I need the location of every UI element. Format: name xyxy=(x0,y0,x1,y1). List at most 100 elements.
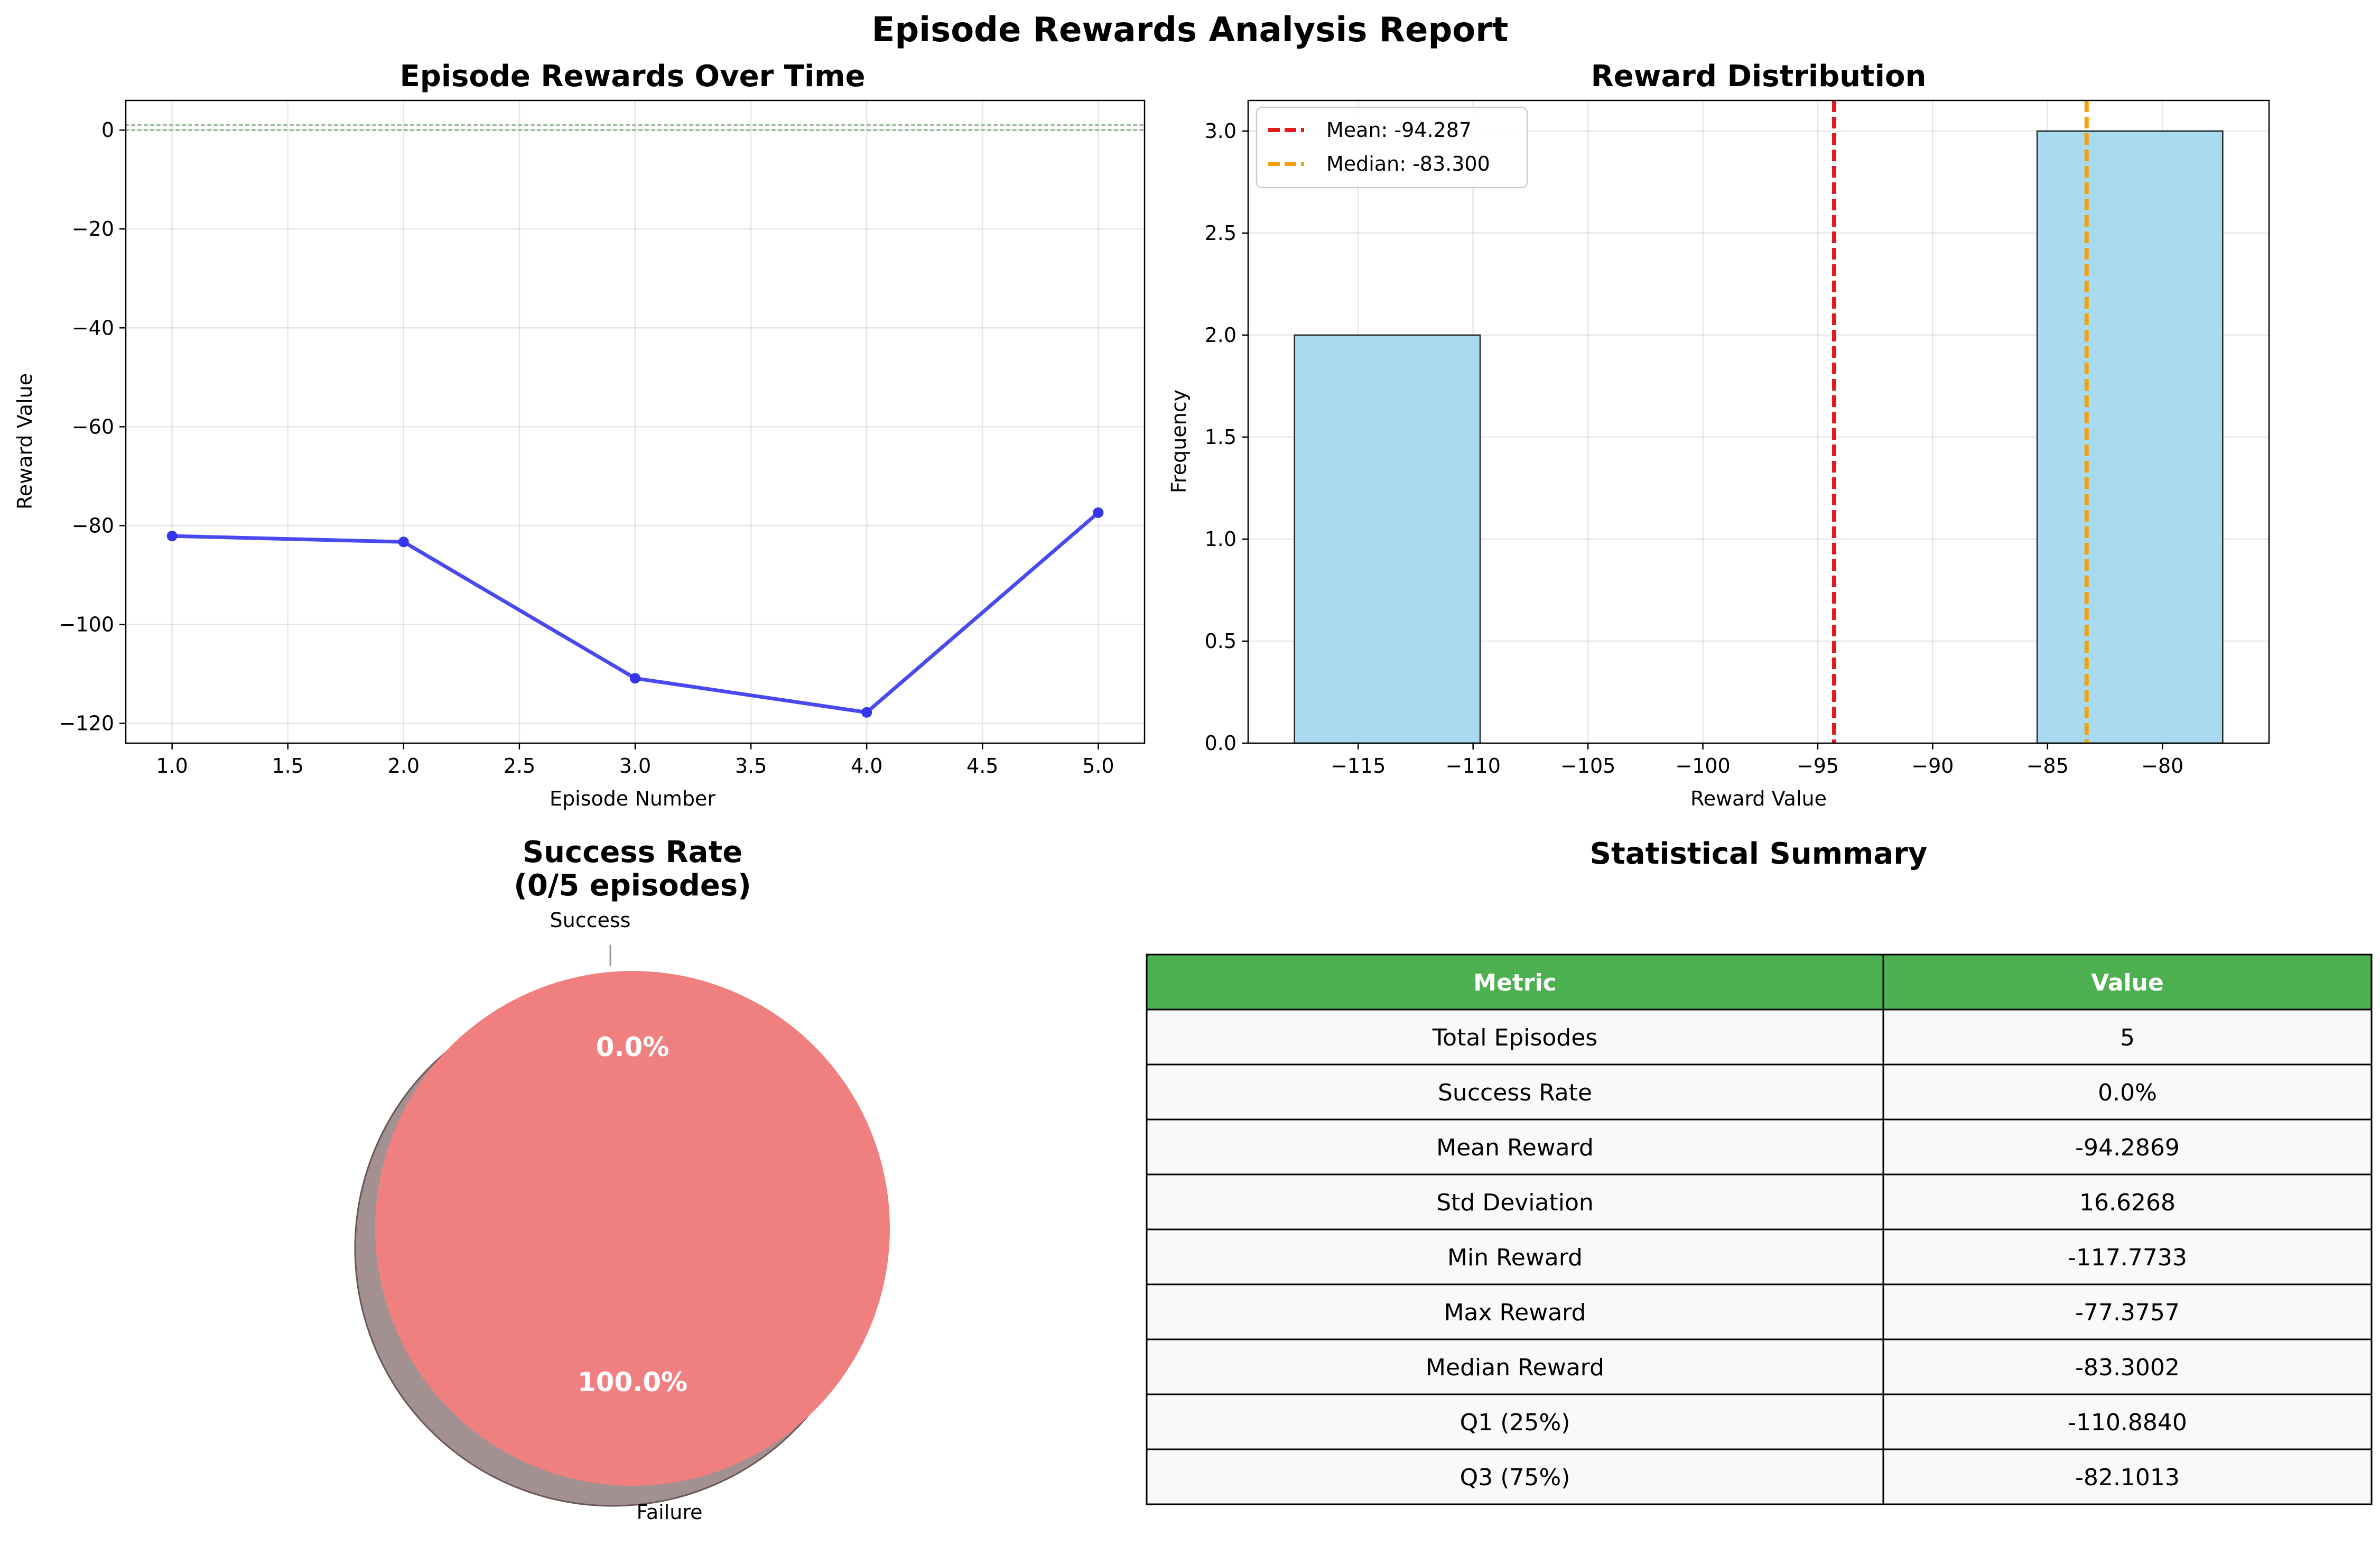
reward-distribution-xlabel: Reward Value xyxy=(1690,787,1827,810)
table-cell xyxy=(1146,1393,1884,1450)
y-tick-label: −100 xyxy=(59,613,114,636)
table-cell xyxy=(1882,1283,2373,1340)
y-tick-label: −120 xyxy=(59,712,114,735)
table-cell xyxy=(1146,1448,1884,1505)
pie-label-success: Success xyxy=(550,909,631,932)
table-header-metric: Metric xyxy=(1473,969,1557,996)
rewards-over-time-chart: Episode Rewards Over Time Episode Number… xyxy=(13,59,1146,810)
reward-distribution-ylabel: Frequency xyxy=(1167,390,1191,493)
success-rate-title: Success Rate xyxy=(523,835,742,869)
table-metric-value: 0.0% xyxy=(2098,1079,2157,1106)
table-cell xyxy=(1882,1118,2373,1176)
table-metric-label: Q3 (75%) xyxy=(1460,1464,1570,1491)
reward-point xyxy=(630,673,640,684)
table-cell xyxy=(1146,1173,1884,1230)
table-metric-value: -83.3002 xyxy=(2075,1354,2180,1381)
table-metric-value: -110.8840 xyxy=(2068,1409,2187,1436)
y-tick-label: 1.5 xyxy=(1205,425,1237,449)
table-metric-value: -94.2869 xyxy=(2075,1134,2180,1161)
statistical-summary: Statistical Summary Metric Value Total Epi… xyxy=(1146,837,2373,1505)
reward-distribution-chart: Reward Distribution Reward Value Frequen… xyxy=(1167,59,2270,810)
y-tick-label: −80 xyxy=(72,514,114,537)
x-tick-label: −105 xyxy=(1560,754,1615,778)
x-tick-label: 3.5 xyxy=(735,754,767,778)
x-tick-label: 4.0 xyxy=(851,754,882,778)
x-tick-label: −85 xyxy=(2026,754,2069,778)
table-header-value: Value xyxy=(2091,969,2164,996)
reward-point xyxy=(166,531,178,542)
table-metric-label: Total Episodes xyxy=(1432,1024,1597,1051)
y-tick-label: 0 xyxy=(101,118,114,142)
x-tick-label: 1.5 xyxy=(272,754,304,778)
y-tick-label: 0.5 xyxy=(1205,630,1237,653)
reward-point xyxy=(861,707,872,718)
table-metric-label: Mean Reward xyxy=(1436,1134,1594,1161)
y-tick-label: −20 xyxy=(72,217,114,240)
table-metric-value: -82.1013 xyxy=(2075,1464,2180,1491)
x-tick-label: 1.0 xyxy=(156,754,188,778)
table-metric-label: Success Rate xyxy=(1438,1079,1592,1106)
pie-percent-success: 0.0% xyxy=(596,1032,670,1062)
table-metric-label: Min Reward xyxy=(1447,1244,1583,1271)
x-tick-label: 5.0 xyxy=(1082,754,1114,778)
statistical-summary-title: Statistical Summary xyxy=(1590,837,1928,871)
y-tick-label: 1.0 xyxy=(1205,527,1237,551)
table-cell xyxy=(1146,1228,1884,1285)
reward-distribution-title: Reward Distribution xyxy=(1591,59,1927,94)
rewards-over-time-xlabel: Episode Number xyxy=(550,787,715,810)
table-cell xyxy=(1882,1338,2373,1395)
reward-point xyxy=(398,536,409,548)
x-tick-label: 2.0 xyxy=(388,754,420,778)
table-metric-label: Q1 (25%) xyxy=(1460,1409,1570,1436)
rewards-over-time-title: Episode Rewards Over Time xyxy=(400,59,866,94)
table-metric-value: -77.3757 xyxy=(2075,1299,2180,1326)
reward-distribution-frame xyxy=(1247,99,2270,744)
y-tick-label: 0.0 xyxy=(1205,732,1237,755)
pie-percent-failure: 100.0% xyxy=(578,1367,687,1398)
table-cell xyxy=(1146,1283,1884,1340)
y-tick-label: 3.0 xyxy=(1205,119,1237,143)
y-tick-label: −60 xyxy=(72,415,114,438)
x-tick-label: −80 xyxy=(2141,754,2183,778)
table-cell xyxy=(1146,1338,1884,1395)
table-cell xyxy=(1882,1448,2373,1505)
y-tick-label: 2.5 xyxy=(1205,221,1237,245)
table-metric-label: Max Reward xyxy=(1444,1299,1586,1326)
reward-point xyxy=(1093,507,1104,518)
report-title: Episode Rewards Analysis Report xyxy=(872,11,1509,50)
table-cell xyxy=(1882,1228,2373,1285)
x-tick-label: −100 xyxy=(1675,754,1730,778)
success-rate-chart: Success Rate (0/5 episodes) Success Failu… xyxy=(354,835,890,1524)
x-tick-label: −95 xyxy=(1797,754,1839,778)
y-tick-label: 2.0 xyxy=(1205,323,1237,347)
table-metric-value: 16.6268 xyxy=(2079,1189,2176,1216)
table-cell xyxy=(1882,1063,2373,1121)
x-tick-label: −90 xyxy=(1911,754,1954,778)
table-cell xyxy=(1882,1008,2373,1066)
y-tick-label: −40 xyxy=(72,316,114,339)
x-tick-label: −115 xyxy=(1331,754,1386,778)
table-metric-value: 5 xyxy=(2120,1024,2135,1051)
rewards-over-time-ylabel: Reward Value xyxy=(13,373,36,510)
table-header-cell xyxy=(1146,954,1884,1011)
table-metric-label: Std Deviation xyxy=(1436,1189,1594,1216)
x-tick-label: 2.5 xyxy=(504,754,535,778)
table-metric-value: -117.7733 xyxy=(2068,1244,2187,1271)
pie-slice-failure xyxy=(375,971,890,1486)
success-rate-subtitle: (0/5 episodes) xyxy=(514,868,751,903)
pie-label-failure: Failure xyxy=(636,1501,702,1524)
table-cell xyxy=(1146,1118,1884,1176)
legend-mean-label: Mean: -94.287 xyxy=(1326,118,1472,142)
histogram-bar xyxy=(2036,130,2224,744)
x-tick-label: −110 xyxy=(1446,754,1501,778)
table-cell xyxy=(1882,1173,2373,1230)
x-tick-label: 3.0 xyxy=(619,754,651,778)
legend-median-label: Median: -83.300 xyxy=(1326,152,1490,175)
table-cell xyxy=(1882,1393,2373,1450)
table-metric-label: Median Reward xyxy=(1426,1354,1604,1381)
rewards-over-time-frame xyxy=(125,99,1146,744)
x-tick-label: 4.5 xyxy=(966,754,998,778)
reward-distribution-legend: Mean: -94.287 Median: -83.300 xyxy=(1256,106,1528,189)
